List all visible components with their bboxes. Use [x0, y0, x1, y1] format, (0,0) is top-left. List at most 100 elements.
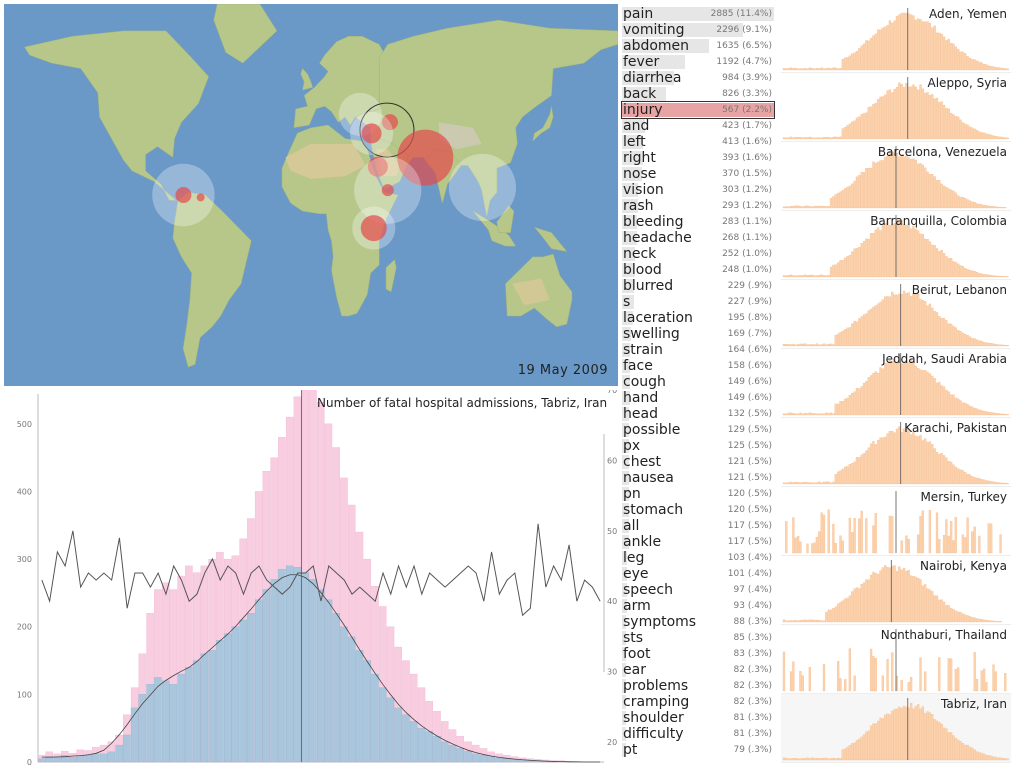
symptom-item[interactable]: laceration 195 (.8%) — [622, 310, 774, 326]
symptom-item[interactable]: chest 121 (.5%) — [622, 454, 774, 470]
symptom-item[interactable]: leg 103 (.4%) — [622, 550, 774, 566]
symptom-item[interactable]: pain 2885 (11.4%) — [622, 6, 774, 22]
blue-bar — [417, 728, 426, 763]
city-sparkline[interactable]: Barcelona, Venezuela — [781, 142, 1011, 211]
beirut-marker[interactable] — [361, 123, 382, 144]
symptom-item[interactable]: pn 120 (.5%) — [622, 486, 774, 502]
city-list[interactable]: Aden, Yemen Aleppo, Syria Barcelona, Venez… — [781, 4, 1011, 763]
y-tick-label: 200 — [17, 623, 32, 632]
symptom-item[interactable]: speech 97 (.4%) — [622, 582, 774, 598]
city-bar — [844, 329, 847, 347]
city-sparkline[interactable]: Aleppo, Syria — [781, 73, 1011, 142]
symptom-item[interactable]: eye 101 (.4%) — [622, 566, 774, 582]
city-bar — [799, 412, 802, 416]
symptom-item[interactable]: vomiting 2296 (9.1%) — [622, 22, 774, 38]
symptom-item[interactable]: neck 252 (1.0%) — [622, 246, 774, 262]
symptom-item[interactable]: fever 1192 (4.7%) — [622, 54, 774, 70]
symptom-item[interactable]: back 826 (3.3%) — [622, 86, 774, 102]
symptom-item[interactable]: possible 129 (.5%) — [622, 422, 774, 438]
symptom-item[interactable]: rash 293 (1.2%) — [622, 198, 774, 214]
symptom-item[interactable]: all 117 (.5%) — [622, 518, 774, 534]
symptom-item[interactable]: s 227 (.9%) — [622, 294, 774, 310]
symptom-label: pn — [623, 486, 641, 502]
city-bar — [879, 570, 882, 623]
city-sparkline[interactable]: Nairobi, Kenya — [781, 556, 1011, 625]
symptom-label: problems — [623, 678, 689, 694]
city-sparkline[interactable]: Jeddah, Saudi Arabia — [781, 349, 1011, 418]
city-histogram — [782, 698, 1009, 761]
symptom-item[interactable]: arm 93 (.4%) — [622, 598, 774, 614]
symptom-item[interactable]: ankle 117 (.5%) — [622, 534, 774, 550]
aden-marker[interactable] — [381, 184, 394, 197]
tabriz-marker[interactable] — [381, 114, 398, 131]
city-bar — [900, 540, 903, 554]
city-bar — [975, 477, 979, 485]
blue-bar — [161, 680, 170, 763]
city-bar — [891, 151, 894, 209]
symptom-item[interactable]: right 393 (1.6%) — [622, 150, 774, 166]
jeddah-marker[interactable] — [367, 156, 388, 177]
symptom-item[interactable]: blurred 229 (.9%) — [622, 278, 774, 294]
symptom-item[interactable]: blood 248 (1.0%) — [622, 262, 774, 278]
symptom-item[interactable]: sts 85 (.3%) — [622, 630, 774, 646]
symptom-item[interactable]: and 423 (1.7%) — [622, 118, 774, 134]
city-bar — [865, 579, 868, 623]
nairobi-marker[interactable] — [360, 215, 387, 242]
symptom-item[interactable]: strain 164 (.6%) — [622, 342, 774, 358]
symptom-item[interactable]: px 125 (.5%) — [622, 438, 774, 454]
city-bar — [827, 137, 830, 140]
city-bar — [917, 534, 920, 554]
city-bar — [879, 437, 882, 485]
city-sparkline[interactable]: Tabriz, Iran — [781, 694, 1011, 763]
city-bar — [907, 538, 910, 554]
symptom-item[interactable]: foot 83 (.3%) — [622, 646, 774, 662]
symptom-item[interactable]: pt 79 (.3%) — [622, 742, 774, 758]
symptom-item[interactable]: cramping 82 (.3%) — [622, 694, 774, 710]
symptom-item[interactable]: swelling 169 (.7%) — [622, 326, 774, 342]
symptom-item[interactable]: vision 303 (1.2%) — [622, 182, 774, 198]
map-canvas[interactable] — [4, 4, 618, 386]
symptom-item[interactable]: headache 268 (1.1%) — [622, 230, 774, 246]
symptom-item[interactable]: face 158 (.6%) — [622, 358, 774, 374]
city-bar — [862, 172, 866, 209]
symptom-list[interactable]: pain 2885 (11.4%) vomiting 2296 (9.1%) abdom… — [621, 6, 775, 758]
symptom-item[interactable]: problems 82 (.3%) — [622, 678, 774, 694]
city-bar — [825, 206, 828, 209]
symptom-item[interactable]: head 132 (.5%) — [622, 406, 774, 422]
world-map[interactable]: 19 May 2009 — [4, 4, 618, 386]
city-bar — [865, 313, 868, 347]
city-bar — [997, 482, 1000, 485]
city-bar — [971, 747, 974, 761]
city-bar — [917, 89, 920, 140]
symptom-item[interactable]: nausea 121 (.5%) — [622, 470, 774, 486]
city-bar — [919, 233, 922, 278]
symptom-item[interactable]: bleeding 283 (1.1%) — [622, 214, 774, 230]
city-sparkline[interactable]: Nonthaburi, Thailand — [781, 625, 1011, 694]
city-sparkline[interactable]: Aden, Yemen — [781, 4, 1011, 73]
symptom-item[interactable]: nose 370 (1.5%) — [622, 166, 774, 182]
city-sparkline[interactable]: Barranquilla, Colombia — [781, 211, 1011, 280]
symptom-item[interactable]: shoulder 81 (.3%) — [622, 710, 774, 726]
admissions-chart[interactable]: 0 100 200 300 400 500 20 30 40 50 60 70 — [0, 390, 618, 768]
barcelona-marker[interactable] — [196, 193, 205, 202]
city-sparkline[interactable]: Mersin, Turkey — [781, 487, 1011, 556]
karachi-marker[interactable] — [397, 129, 454, 186]
city-bar — [841, 401, 844, 416]
city-sparkline[interactable]: Karachi, Pakistan — [781, 418, 1011, 487]
city-bar — [804, 412, 807, 416]
blue-bar — [37, 758, 46, 763]
city-bar — [860, 584, 863, 623]
symptom-item[interactable]: injury 567 (2.2%) — [621, 101, 775, 119]
symptom-item[interactable]: diarrhea 984 (3.9%) — [622, 70, 774, 86]
symptom-item[interactable]: left 413 (1.6%) — [622, 134, 774, 150]
barranquilla-marker[interactable] — [175, 187, 192, 203]
city-sparkline[interactable]: Beirut, Lebanon — [781, 280, 1011, 349]
symptom-item[interactable]: ear 82 (.3%) — [622, 662, 774, 678]
symptom-item[interactable]: stomach 120 (.5%) — [622, 502, 774, 518]
symptom-item[interactable]: difficulty 81 (.3%) — [622, 726, 774, 742]
symptom-item[interactable]: abdomen 1635 (6.5%) — [622, 38, 774, 54]
symptom-item[interactable]: cough 149 (.6%) — [622, 374, 774, 390]
city-bar — [822, 514, 826, 554]
symptom-item[interactable]: symptoms 88 (.3%) — [622, 614, 774, 630]
symptom-item[interactable]: hand 149 (.6%) — [622, 390, 774, 406]
